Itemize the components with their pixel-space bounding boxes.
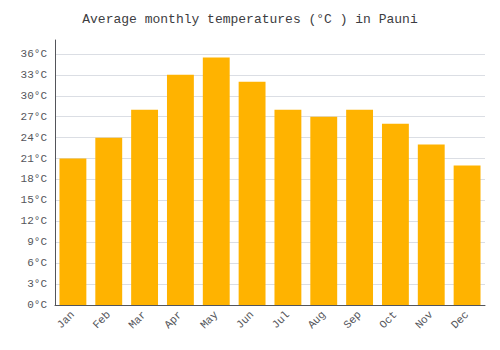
svg-text:3°C: 3°C [27, 278, 47, 290]
svg-text:36°C: 36°C [21, 48, 48, 60]
svg-text:33°C: 33°C [21, 69, 48, 81]
svg-text:Apr: Apr [162, 309, 184, 331]
svg-text:0°C: 0°C [27, 299, 47, 311]
svg-text:Sep: Sep [341, 309, 363, 331]
svg-text:Jul: Jul [270, 309, 292, 331]
svg-text:Average monthly temperatures (: Average monthly temperatures (°C ) in Pa… [82, 12, 418, 27]
svg-text:Dec: Dec [449, 309, 471, 331]
svg-text:Oct: Oct [377, 309, 399, 331]
svg-text:Mar: Mar [126, 309, 148, 331]
svg-text:Jun: Jun [234, 309, 256, 331]
svg-text:12°C: 12°C [21, 215, 48, 227]
svg-text:9°C: 9°C [27, 236, 47, 248]
svg-text:May: May [198, 308, 221, 331]
svg-text:18°C: 18°C [21, 173, 48, 185]
svg-text:Nov: Nov [413, 308, 436, 331]
svg-text:21°C: 21°C [21, 153, 48, 165]
svg-text:Feb: Feb [91, 309, 113, 331]
svg-text:15°C: 15°C [21, 194, 48, 206]
svg-text:27°C: 27°C [21, 111, 48, 123]
svg-text:Jan: Jan [55, 309, 77, 331]
svg-text:Aug: Aug [306, 309, 328, 331]
svg-text:24°C: 24°C [21, 132, 48, 144]
svg-text:30°C: 30°C [21, 90, 48, 102]
svg-text:6°C: 6°C [27, 257, 47, 269]
